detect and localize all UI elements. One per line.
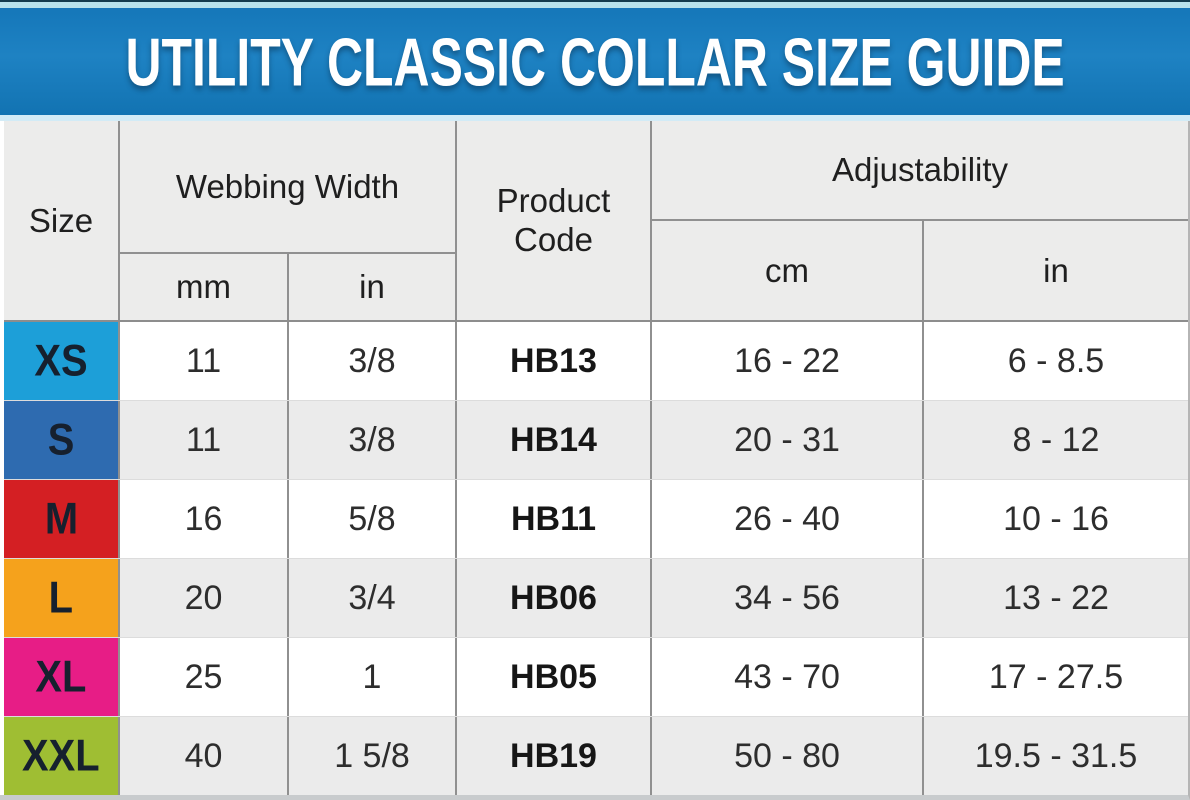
table-body: XS 11 3/8 HB13 16 - 22 6 - 8.5 S 11 3/8 … bbox=[4, 322, 1188, 795]
table-row: S 11 3/8 HB14 20 - 31 8 - 12 bbox=[4, 400, 1188, 479]
product-code-cell: HB06 bbox=[455, 559, 650, 637]
webbing-mm-cell: 11 bbox=[118, 401, 287, 479]
product-code-cell: HB19 bbox=[455, 717, 650, 795]
webbing-in-cell: 1 bbox=[287, 638, 455, 716]
header-size: Size bbox=[28, 201, 94, 239]
adjust-cm-cell: 16 - 22 bbox=[650, 322, 922, 400]
header-adjustability: Adjustability bbox=[652, 121, 1188, 221]
product-code-cell: HB13 bbox=[455, 322, 650, 400]
size-badge: XXL bbox=[4, 717, 118, 795]
size-label: L bbox=[48, 572, 74, 623]
product-code-cell: HB14 bbox=[455, 401, 650, 479]
size-label: XL bbox=[35, 651, 87, 702]
size-label: M bbox=[44, 493, 78, 544]
webbing-mm-cell: 20 bbox=[118, 559, 287, 637]
header-adjust-in: in bbox=[922, 221, 1188, 320]
webbing-mm-cell: 25 bbox=[118, 638, 287, 716]
adjust-in-cell: 13 - 22 bbox=[922, 559, 1188, 637]
size-badge: S bbox=[4, 401, 118, 479]
table-row: XS 11 3/8 HB13 16 - 22 6 - 8.5 bbox=[4, 322, 1188, 400]
adjust-cm-cell: 20 - 31 bbox=[650, 401, 922, 479]
header-webbing-in: in bbox=[287, 254, 455, 320]
product-code-cell: HB11 bbox=[455, 480, 650, 558]
size-badge: XL bbox=[4, 638, 118, 716]
size-badge: M bbox=[4, 480, 118, 558]
table-row: M 16 5/8 HB11 26 - 40 10 - 16 bbox=[4, 479, 1188, 558]
header-webbing-width: Webbing Width bbox=[120, 121, 455, 254]
adjust-in-cell: 19.5 - 31.5 bbox=[922, 717, 1188, 795]
table-row: L 20 3/4 HB06 34 - 56 13 - 22 bbox=[4, 558, 1188, 637]
header-group-webbing-width: Webbing Width mm in bbox=[118, 121, 455, 320]
banner-top-line bbox=[0, 0, 1190, 2]
adjust-in-cell: 6 - 8.5 bbox=[922, 322, 1188, 400]
header-webbing-width-units: mm in bbox=[120, 254, 455, 320]
adjust-in-cell: 8 - 12 bbox=[922, 401, 1188, 479]
webbing-in-cell: 3/4 bbox=[287, 559, 455, 637]
banner-top-strip bbox=[0, 2, 1190, 8]
header-adjust-cm: cm bbox=[765, 251, 809, 289]
size-badge: L bbox=[4, 559, 118, 637]
table-header: Size Webbing Width mm in Product Code Ad… bbox=[4, 121, 1188, 322]
title-banner: UTILITY CLASSIC COLLAR SIZE GUIDE bbox=[0, 0, 1190, 121]
adjust-cm-cell: 26 - 40 bbox=[650, 480, 922, 558]
size-label: XXL bbox=[22, 730, 100, 781]
header-adjustability-units: cm in bbox=[652, 221, 1188, 320]
adjust-in-cell: 10 - 16 bbox=[922, 480, 1188, 558]
adjust-cm-cell: 43 - 70 bbox=[650, 638, 922, 716]
banner-background: UTILITY CLASSIC COLLAR SIZE GUIDE bbox=[0, 8, 1190, 115]
webbing-in-cell: 5/8 bbox=[287, 480, 455, 558]
webbing-in-cell: 3/8 bbox=[287, 401, 455, 479]
header-product-code: Product Code bbox=[455, 121, 650, 320]
webbing-in-cell: 3/8 bbox=[287, 322, 455, 400]
adjust-in-cell: 17 - 27.5 bbox=[922, 638, 1188, 716]
adjust-cm-cell: 34 - 56 bbox=[650, 559, 922, 637]
size-label: XS bbox=[34, 335, 88, 386]
size-label: S bbox=[47, 414, 75, 465]
webbing-mm-cell: 40 bbox=[118, 717, 287, 795]
header-webbing-mm: mm bbox=[176, 268, 231, 305]
product-code-cell: HB05 bbox=[455, 638, 650, 716]
size-badge: XS bbox=[4, 322, 118, 400]
header-group-adjustability: Adjustability cm in bbox=[650, 121, 1188, 320]
page-title: UTILITY CLASSIC COLLAR SIZE GUIDE bbox=[125, 23, 1065, 100]
webbing-in-cell: 1 5/8 bbox=[287, 717, 455, 795]
webbing-mm-cell: 16 bbox=[118, 480, 287, 558]
banner-bottom-strip bbox=[0, 115, 1190, 121]
size-guide-table: Size Webbing Width mm in Product Code Ad… bbox=[0, 121, 1190, 800]
webbing-mm-cell: 11 bbox=[118, 322, 287, 400]
table-row: XXL 40 1 5/8 HB19 50 - 80 19.5 - 31.5 bbox=[4, 716, 1188, 795]
table-row: XL 25 1 HB05 43 - 70 17 - 27.5 bbox=[4, 637, 1188, 716]
adjust-cm-cell: 50 - 80 bbox=[650, 717, 922, 795]
